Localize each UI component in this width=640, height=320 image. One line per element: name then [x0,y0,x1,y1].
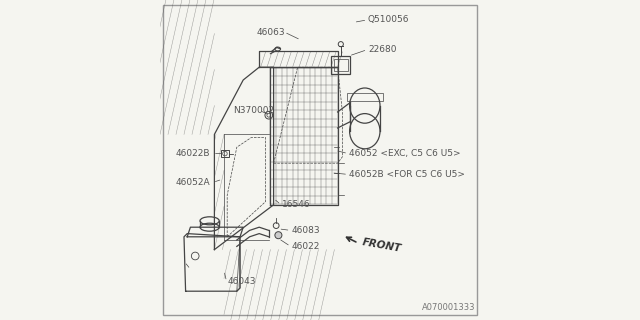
Text: 46043: 46043 [227,277,256,286]
Text: 46083: 46083 [291,226,320,235]
Text: 16546: 16546 [282,200,310,209]
Circle shape [275,232,282,239]
Bar [332,56,351,74]
Text: 46052B <FOR C5 C6 U5>: 46052B <FOR C5 C6 U5> [349,170,465,179]
Text: N370002: N370002 [234,106,275,115]
Text: 46063: 46063 [256,28,285,36]
Bar [221,150,229,157]
Text: 46022: 46022 [291,242,319,251]
Text: 46052 <EXC, C5 C6 U5>: 46052 <EXC, C5 C6 U5> [349,149,460,158]
Text: 46022B: 46022B [176,149,211,158]
Text: A070001333: A070001333 [422,303,475,312]
Text: Q510056: Q510056 [368,15,410,24]
Bar [347,93,383,101]
Text: 46052A: 46052A [176,178,211,187]
Text: FRONT: FRONT [361,237,402,254]
Bar [334,59,348,71]
Text: 22680: 22680 [368,45,397,54]
